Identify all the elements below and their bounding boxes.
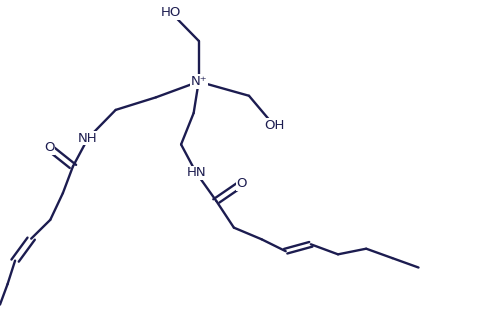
Text: HO: HO	[161, 6, 181, 19]
Text: N⁺: N⁺	[190, 75, 207, 88]
Text: NH: NH	[78, 132, 98, 145]
Text: HN: HN	[186, 166, 206, 179]
Text: O: O	[236, 177, 246, 190]
Text: OH: OH	[264, 119, 284, 132]
Text: O: O	[44, 141, 54, 154]
